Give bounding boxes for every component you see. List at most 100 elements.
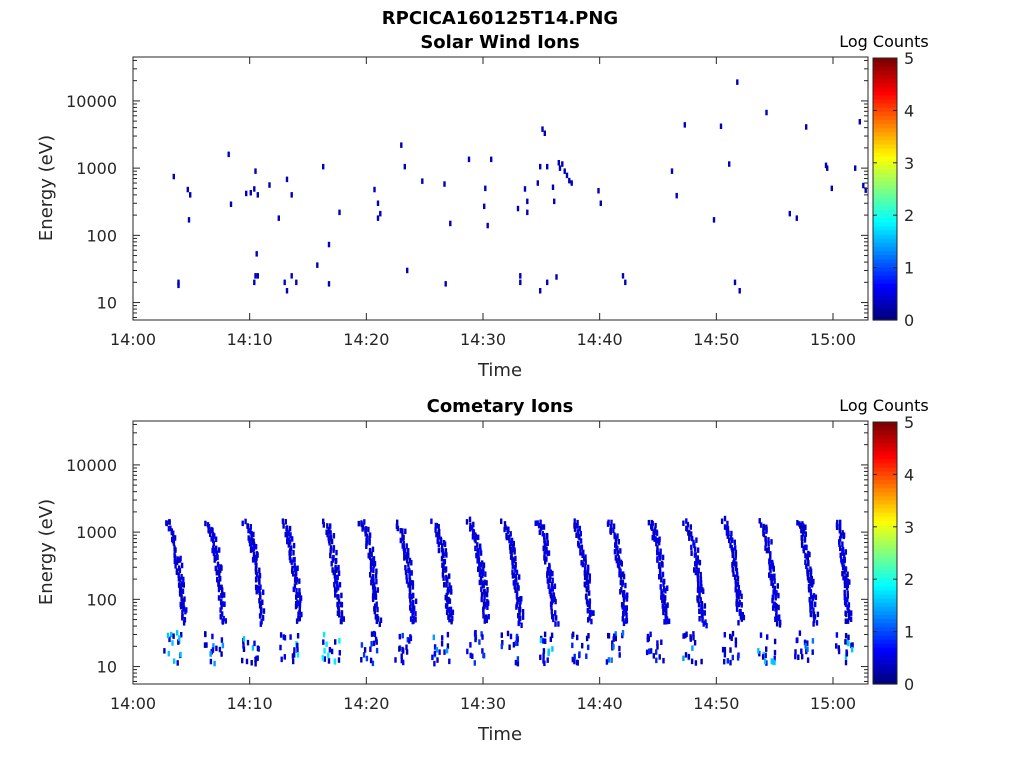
data-cell	[661, 597, 664, 604]
data-cell	[511, 559, 514, 566]
data-cell	[373, 594, 376, 600]
plot-area-solar-wind	[132, 56, 869, 321]
data-cell	[361, 526, 364, 532]
data-cell	[543, 555, 546, 561]
data-cell	[646, 633, 650, 640]
data-cell	[565, 172, 569, 179]
data-cell	[776, 583, 779, 589]
data-cell	[292, 571, 295, 577]
data-cell	[777, 604, 780, 611]
colorbar-segment	[873, 569, 897, 575]
data-cell	[446, 603, 449, 610]
data-cell	[445, 609, 449, 616]
colorbar-solar-wind: 0 1 2 3 4 5	[872, 49, 914, 330]
data-cell	[250, 530, 253, 537]
colorbar-segment	[873, 90, 897, 96]
data-cell	[407, 548, 410, 554]
data-cell	[449, 588, 452, 595]
data-cell	[365, 533, 369, 539]
data-cell	[838, 541, 841, 547]
data-cell	[843, 582, 847, 589]
data-cell	[480, 596, 483, 603]
data-cell	[490, 156, 493, 163]
data-cell	[539, 288, 542, 294]
data-cell	[788, 210, 791, 217]
data-cell	[331, 557, 334, 563]
data-cell	[618, 652, 621, 658]
data-cell	[514, 562, 517, 568]
data-cell	[579, 530, 582, 537]
data-cell	[394, 657, 397, 663]
data-cell	[338, 582, 342, 588]
data-cell	[546, 540, 549, 546]
data-cell	[411, 580, 415, 586]
data-cell	[296, 633, 300, 639]
data-cell	[379, 210, 382, 217]
data-cell	[406, 267, 409, 274]
data-cell	[845, 611, 848, 618]
data-cell	[325, 641, 328, 647]
data-cell	[293, 562, 296, 569]
data-cell	[576, 634, 579, 641]
data-cell	[538, 529, 541, 535]
data-cell	[322, 639, 325, 645]
data-cell	[283, 279, 286, 286]
data-cell	[328, 540, 331, 546]
data-cell	[622, 590, 625, 596]
data-cell	[612, 636, 615, 642]
data-cell	[543, 551, 546, 557]
data-cell	[727, 530, 730, 537]
data-cell	[552, 616, 555, 623]
data-cell	[327, 658, 331, 664]
data-cell	[665, 619, 668, 625]
data-cell	[730, 635, 733, 641]
data-cell	[211, 527, 214, 534]
data-cell	[842, 532, 846, 538]
data-cell	[216, 569, 219, 576]
data-cell	[360, 642, 364, 648]
y-tick-label: 100	[86, 590, 117, 609]
data-cell	[451, 609, 455, 616]
data-cell	[212, 643, 215, 649]
data-cell	[696, 572, 699, 578]
data-cell	[254, 544, 258, 550]
data-cell	[548, 570, 551, 576]
data-cell	[284, 531, 287, 538]
data-cell	[370, 579, 373, 586]
data-cell	[242, 636, 246, 642]
data-cell	[576, 519, 579, 526]
colorbar-tick-label: 0	[904, 675, 914, 694]
data-cell	[662, 594, 665, 600]
data-cell	[777, 592, 780, 599]
data-cell	[476, 558, 479, 564]
colorbar-segment	[873, 442, 897, 448]
data-cell	[254, 559, 257, 566]
colorbar-frame	[872, 421, 898, 685]
colorbar-segment	[873, 111, 897, 116]
data-cell	[555, 274, 558, 280]
data-cell	[212, 550, 216, 556]
data-cell	[403, 555, 406, 561]
data-cell	[481, 634, 484, 640]
data-cell	[293, 577, 297, 583]
data-cell	[288, 554, 292, 561]
data-cell	[862, 182, 865, 189]
data-cell	[407, 582, 410, 588]
data-cell	[550, 604, 553, 610]
data-cell	[614, 535, 618, 541]
data-cell	[256, 192, 259, 198]
data-cell	[288, 539, 292, 545]
data-cell	[846, 593, 849, 599]
data-cell	[279, 644, 282, 651]
data-cell	[539, 637, 543, 644]
data-cell	[733, 539, 736, 546]
colorbar-segment	[873, 58, 897, 63]
data-cell	[229, 201, 233, 207]
data-cell	[251, 645, 255, 651]
data-cell	[337, 564, 340, 571]
data-cell	[585, 573, 589, 579]
colorbar-segment	[873, 667, 897, 673]
data-cell	[844, 597, 847, 603]
data-cell	[846, 578, 849, 584]
data-cell	[605, 659, 609, 665]
